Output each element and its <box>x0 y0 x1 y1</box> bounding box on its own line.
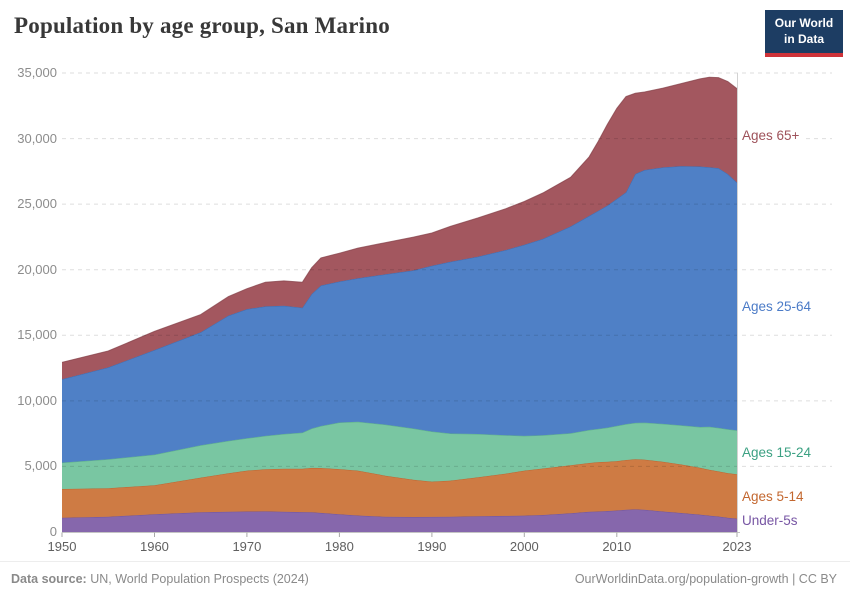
y-tick-label-0: 0 <box>49 524 57 539</box>
y-tick-label-35000: 35,000 <box>17 65 57 80</box>
legend-label-ages-65plus[interactable]: Ages 65+ <box>742 127 803 145</box>
x-tick-label-1980: 1980 <box>324 539 354 554</box>
page-title: Population by age group, San Marino <box>14 13 390 38</box>
owid-logo-line1: Our World <box>774 16 834 30</box>
x-tick-label-1990: 1990 <box>417 539 447 554</box>
owid-logo-line2: in Data <box>783 31 824 46</box>
area-ages-25-64[interactable] <box>62 166 737 463</box>
credit-link[interactable]: OurWorldinData.org/population-growth | C… <box>574 572 837 586</box>
x-tick-label-2010: 2010 <box>602 539 632 554</box>
y-tick-label-15000: 15,000 <box>17 327 57 343</box>
y-tick-label-10000: 10,000 <box>17 392 57 408</box>
owid-logo-accent-bar <box>765 52 843 57</box>
area-edge-ages-25-64 <box>61 165 738 380</box>
legend-label-under-5s[interactable]: Under-5s <box>742 511 801 529</box>
legend-label-ages-5-14[interactable]: Ages 5-14 <box>742 487 807 505</box>
legend-label-ages-25-64[interactable]: Ages 25-64 <box>742 297 815 315</box>
legend-label-ages-15-24[interactable]: Ages 15-24 <box>742 443 815 461</box>
data-source-label: Data source: <box>11 572 87 586</box>
x-tick-label-2023: 2023 <box>722 539 752 554</box>
area-ages-65plus[interactable] <box>62 77 737 380</box>
data-source: Data source: UN, World Population Prospe… <box>11 572 309 586</box>
owid-logo[interactable]: Our World in Data <box>765 10 843 57</box>
owid-logo-box: Our World in Data <box>765 10 843 53</box>
y-tick-label-5000: 5,000 <box>24 458 57 474</box>
area-under-5s[interactable] <box>62 509 737 532</box>
area-ages-5-14[interactable] <box>62 459 737 519</box>
x-tick-label-1950: 1950 <box>47 539 77 554</box>
x-tick-label-1960: 1960 <box>139 539 169 554</box>
area-ages-15-24[interactable] <box>62 421 737 489</box>
y-tick-label-30000: 30,000 <box>17 130 57 146</box>
y-tick-label-20000: 20,000 <box>17 261 57 277</box>
footer: Data source: UN, World Population Prospe… <box>0 561 850 600</box>
area-edge-ages-65plus <box>61 76 738 363</box>
y-tick-label-25000: 25,000 <box>17 196 57 212</box>
data-source-text: UN, World Population Prospects (2024) <box>86 572 309 586</box>
x-tick-label-1970: 1970 <box>232 539 262 554</box>
x-tick-label-2000: 2000 <box>509 539 539 554</box>
